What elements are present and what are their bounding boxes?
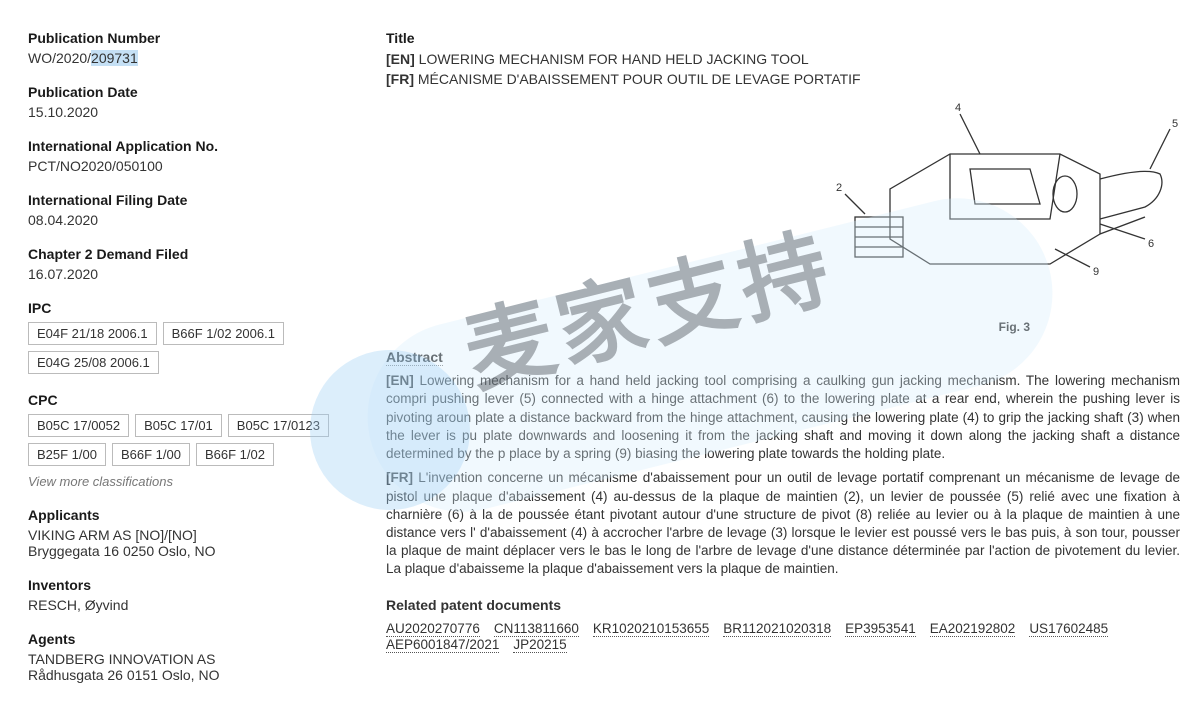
agents-line2: Rådhusgata 26 0151 Oslo, NO [28,667,358,683]
agents-line1: TANDBERG INNOVATION AS [28,651,358,667]
publication-number-highlight: 209731 [91,50,138,66]
page-container: Publication Number WO/2020/209731 Public… [0,0,1180,701]
publication-number-field: Publication Number WO/2020/209731 [28,30,358,66]
applicants-field: Applicants VIKING ARM AS [NO]/[NO] Brygg… [28,507,358,559]
title-label: Title [386,30,1180,46]
right-column: Title [EN] LOWERING MECHANISM FOR HAND H… [358,30,1180,701]
figure-area: 2 4 5 6 9 Fig. 3 [386,99,1180,329]
related-links: AU2020270776 CN113811660 KR1020210153655 BR… [386,621,1180,653]
fig-label-6: 6 [1148,238,1154,250]
inventors-field: Inventors RESCH, Øyvind [28,577,358,613]
more-classifications-link[interactable]: View more classifications [28,474,358,489]
cpc-tag[interactable]: B25F 1/00 [28,443,106,466]
cpc-field: CPC B05C 17/0052 B05C 17/01 B05C 17/0123 B2… [28,392,358,489]
chapter2-field: Chapter 2 Demand Filed 16.07.2020 [28,246,358,282]
title-fr: [FR] MÉCANISME D'ABAISSEMENT POUR OUTIL … [386,70,1180,90]
related-doc-link[interactable]: BR112021020318 [723,621,831,637]
cpc-tag[interactable]: B66F 1/02 [196,443,274,466]
filing-date-label: International Filing Date [28,192,358,208]
publication-date-label: Publication Date [28,84,358,100]
fig-label-5: 5 [1172,118,1178,130]
fig-label-4: 4 [955,102,961,114]
agents-field: Agents TANDBERG INNOVATION AS Rådhusgata… [28,631,358,683]
chapter2-value: 16.07.2020 [28,266,358,282]
abstract-fr: [FR] L'invention concerne un mécanisme d… [386,469,1180,578]
inventors-label: Inventors [28,577,358,593]
ipc-tag[interactable]: E04G 25/08 2006.1 [28,351,159,374]
application-no-field: International Application No. PCT/NO2020… [28,138,358,174]
related-doc-link[interactable]: KR1020210153655 [593,621,709,637]
publication-date-field: Publication Date 15.10.2020 [28,84,358,120]
application-no-label: International Application No. [28,138,358,154]
ipc-label: IPC [28,300,358,316]
cpc-tag[interactable]: B05C 17/0052 [28,414,129,437]
title-block: Title [EN] LOWERING MECHANISM FOR HAND H… [386,30,1180,89]
abstract-block: Abstract [EN] Lowering mechanism for a h… [386,349,1180,578]
publication-number-label: Publication Number [28,30,358,46]
related-doc-link[interactable]: EP3953541 [845,621,916,637]
applicants-line2: Bryggegata 16 0250 Oslo, NO [28,543,358,559]
agents-label: Agents [28,631,358,647]
related-doc-link[interactable]: US17602485 [1029,621,1108,637]
fig-label-2: 2 [836,182,842,194]
applicants-label: Applicants [28,507,358,523]
chapter2-label: Chapter 2 Demand Filed [28,246,358,262]
cpc-tag[interactable]: B66F 1/00 [112,443,190,466]
publication-number-value: WO/2020/209731 [28,50,358,66]
abstract-en: [EN] Lowering mechanism for a hand held … [386,372,1180,463]
left-column: Publication Number WO/2020/209731 Public… [28,30,358,701]
filing-date-field: International Filing Date 08.04.2020 [28,192,358,228]
figure-svg: 2 4 5 6 9 [800,99,1180,319]
ipc-tag[interactable]: B66F 1/02 2006.1 [163,322,284,345]
cpc-label: CPC [28,392,358,408]
title-en: [EN] LOWERING MECHANISM FOR HAND HELD JA… [386,50,1180,70]
abstract-label: Abstract [386,349,443,366]
related-label: Related patent documents [386,597,1180,613]
application-no-value: PCT/NO2020/050100 [28,158,358,174]
ipc-field: IPC E04F 21/18 2006.1 B66F 1/02 2006.1E04… [28,300,358,374]
publication-date-value: 15.10.2020 [28,104,358,120]
related-doc-link[interactable]: JP20215 [513,637,566,653]
filing-date-value: 08.04.2020 [28,212,358,228]
cpc-tag[interactable]: B05C 17/0123 [228,414,329,437]
cpc-tag[interactable]: B05C 17/01 [135,414,222,437]
related-doc-link[interactable]: AU2020270776 [386,621,480,637]
related-doc-link[interactable]: CN113811660 [494,621,579,637]
figure-caption: Fig. 3 [999,320,1030,334]
ipc-tag[interactable]: E04F 21/18 2006.1 [28,322,157,345]
ipc-tags: E04F 21/18 2006.1 B66F 1/02 2006.1E04G 25… [28,322,358,374]
applicants-line1: VIKING ARM AS [NO]/[NO] [28,527,358,543]
inventors-value: RESCH, Øyvind [28,597,358,613]
related-doc-link[interactable]: EA202192802 [930,621,1016,637]
fig-label-9: 9 [1093,266,1099,278]
cpc-tags: B05C 17/0052 B05C 17/01 B05C 17/0123 B25F 1… [28,414,358,466]
related-doc-link[interactable]: AEP6001847/2021 [386,637,499,653]
